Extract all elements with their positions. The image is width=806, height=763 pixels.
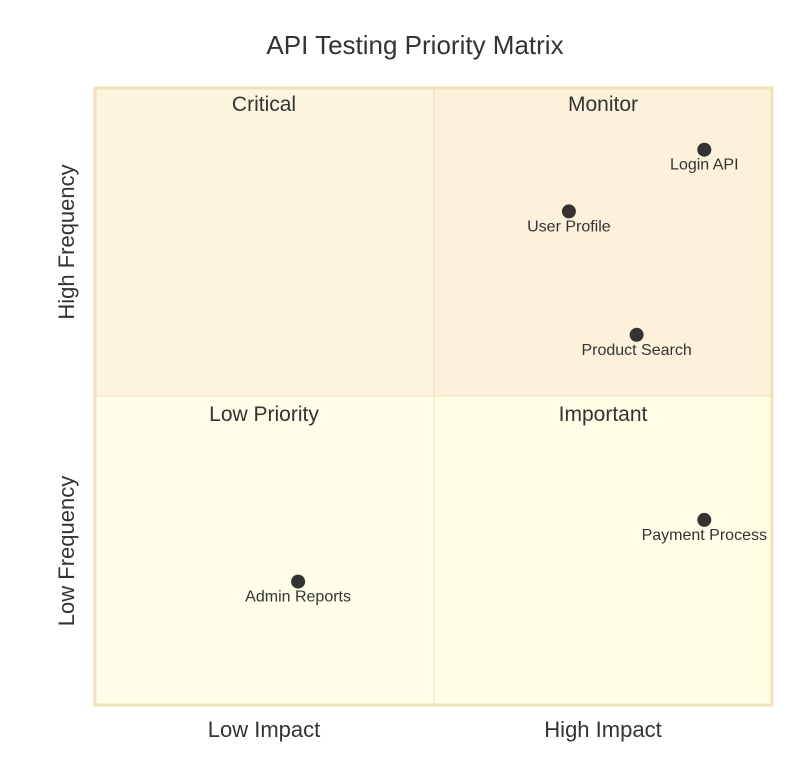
- point-admin-reports: [291, 574, 306, 589]
- quadrant-critical-bg: [95, 88, 434, 396]
- quadrant-important-bg: [434, 396, 772, 705]
- point-label-product-search: Product Search: [581, 342, 691, 359]
- quadrant-label-low-priority: Low Priority: [209, 403, 319, 426]
- y-axis-high-label: High Frequency: [54, 164, 79, 319]
- point-label-payment-process: Payment Process: [642, 527, 767, 544]
- point-label-user-profile: User Profile: [527, 218, 611, 235]
- point-login-api: [697, 142, 712, 157]
- quadrant-label-important: Important: [559, 403, 648, 426]
- y-axis-low-label: Low Frequency: [54, 476, 79, 626]
- point-label-admin-reports: Admin Reports: [245, 589, 351, 606]
- quadrant-label-critical: Critical: [232, 93, 296, 116]
- point-user-profile: [561, 204, 576, 219]
- quadrant-low-priority-bg: [95, 396, 434, 705]
- point-payment-process: [697, 512, 712, 527]
- data-points: Login API User Profile Product Search Payme…: [245, 142, 767, 606]
- x-axis-high-label: High Impact: [544, 717, 661, 742]
- x-axis-low-label: Low Impact: [208, 717, 321, 742]
- quadrant-monitor-bg: [434, 88, 772, 396]
- quadrant-label-monitor: Monitor: [568, 93, 638, 116]
- plot-border: [93, 86, 774, 707]
- point-product-search: [629, 327, 644, 342]
- chart-title: API Testing Priority Matrix: [266, 30, 564, 60]
- point-label-login-api: Login API: [670, 157, 739, 174]
